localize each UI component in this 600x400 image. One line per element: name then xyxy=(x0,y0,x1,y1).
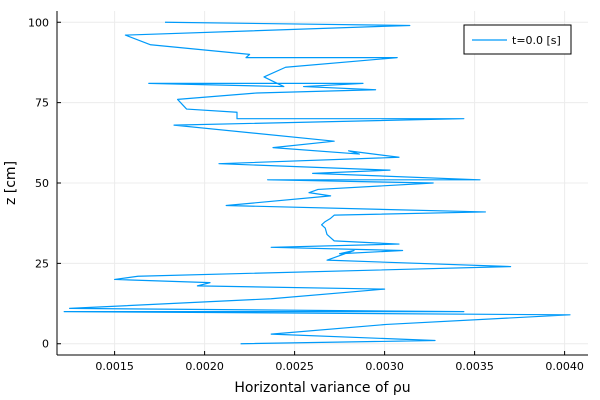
legend-entry-label: t=0.0 [s] xyxy=(512,34,561,47)
x-tick-label: 0.0025 xyxy=(275,360,314,373)
x-tick-label: 0.0020 xyxy=(185,360,224,373)
legend: t=0.0 [s] xyxy=(463,24,572,55)
y-axis-label: z [cm] xyxy=(3,161,19,205)
y-tick-label: 50 xyxy=(35,177,49,190)
series-line xyxy=(63,21,571,345)
axes xyxy=(56,11,588,356)
y-tick-label: 75 xyxy=(35,97,49,110)
legend-box xyxy=(463,24,572,55)
x-tick-label: 0.0030 xyxy=(365,360,404,373)
y-tick-label: 0 xyxy=(42,338,49,351)
grid xyxy=(57,11,588,355)
tick-labels: 0.0015 0.0020 0.0025 0.0030 0.0035 0.0040 0 25 5… xyxy=(28,16,584,373)
series-layer xyxy=(63,21,571,345)
x-tick-label: 0.0015 xyxy=(95,360,134,373)
x-tick-label: 0.0035 xyxy=(455,360,494,373)
y-tick-label: 25 xyxy=(35,257,49,270)
y-tick-label: 100 xyxy=(28,16,49,29)
x-axis-label: Horizontal variance of ρu xyxy=(234,380,410,396)
x-tick-label: 0.0040 xyxy=(545,360,584,373)
